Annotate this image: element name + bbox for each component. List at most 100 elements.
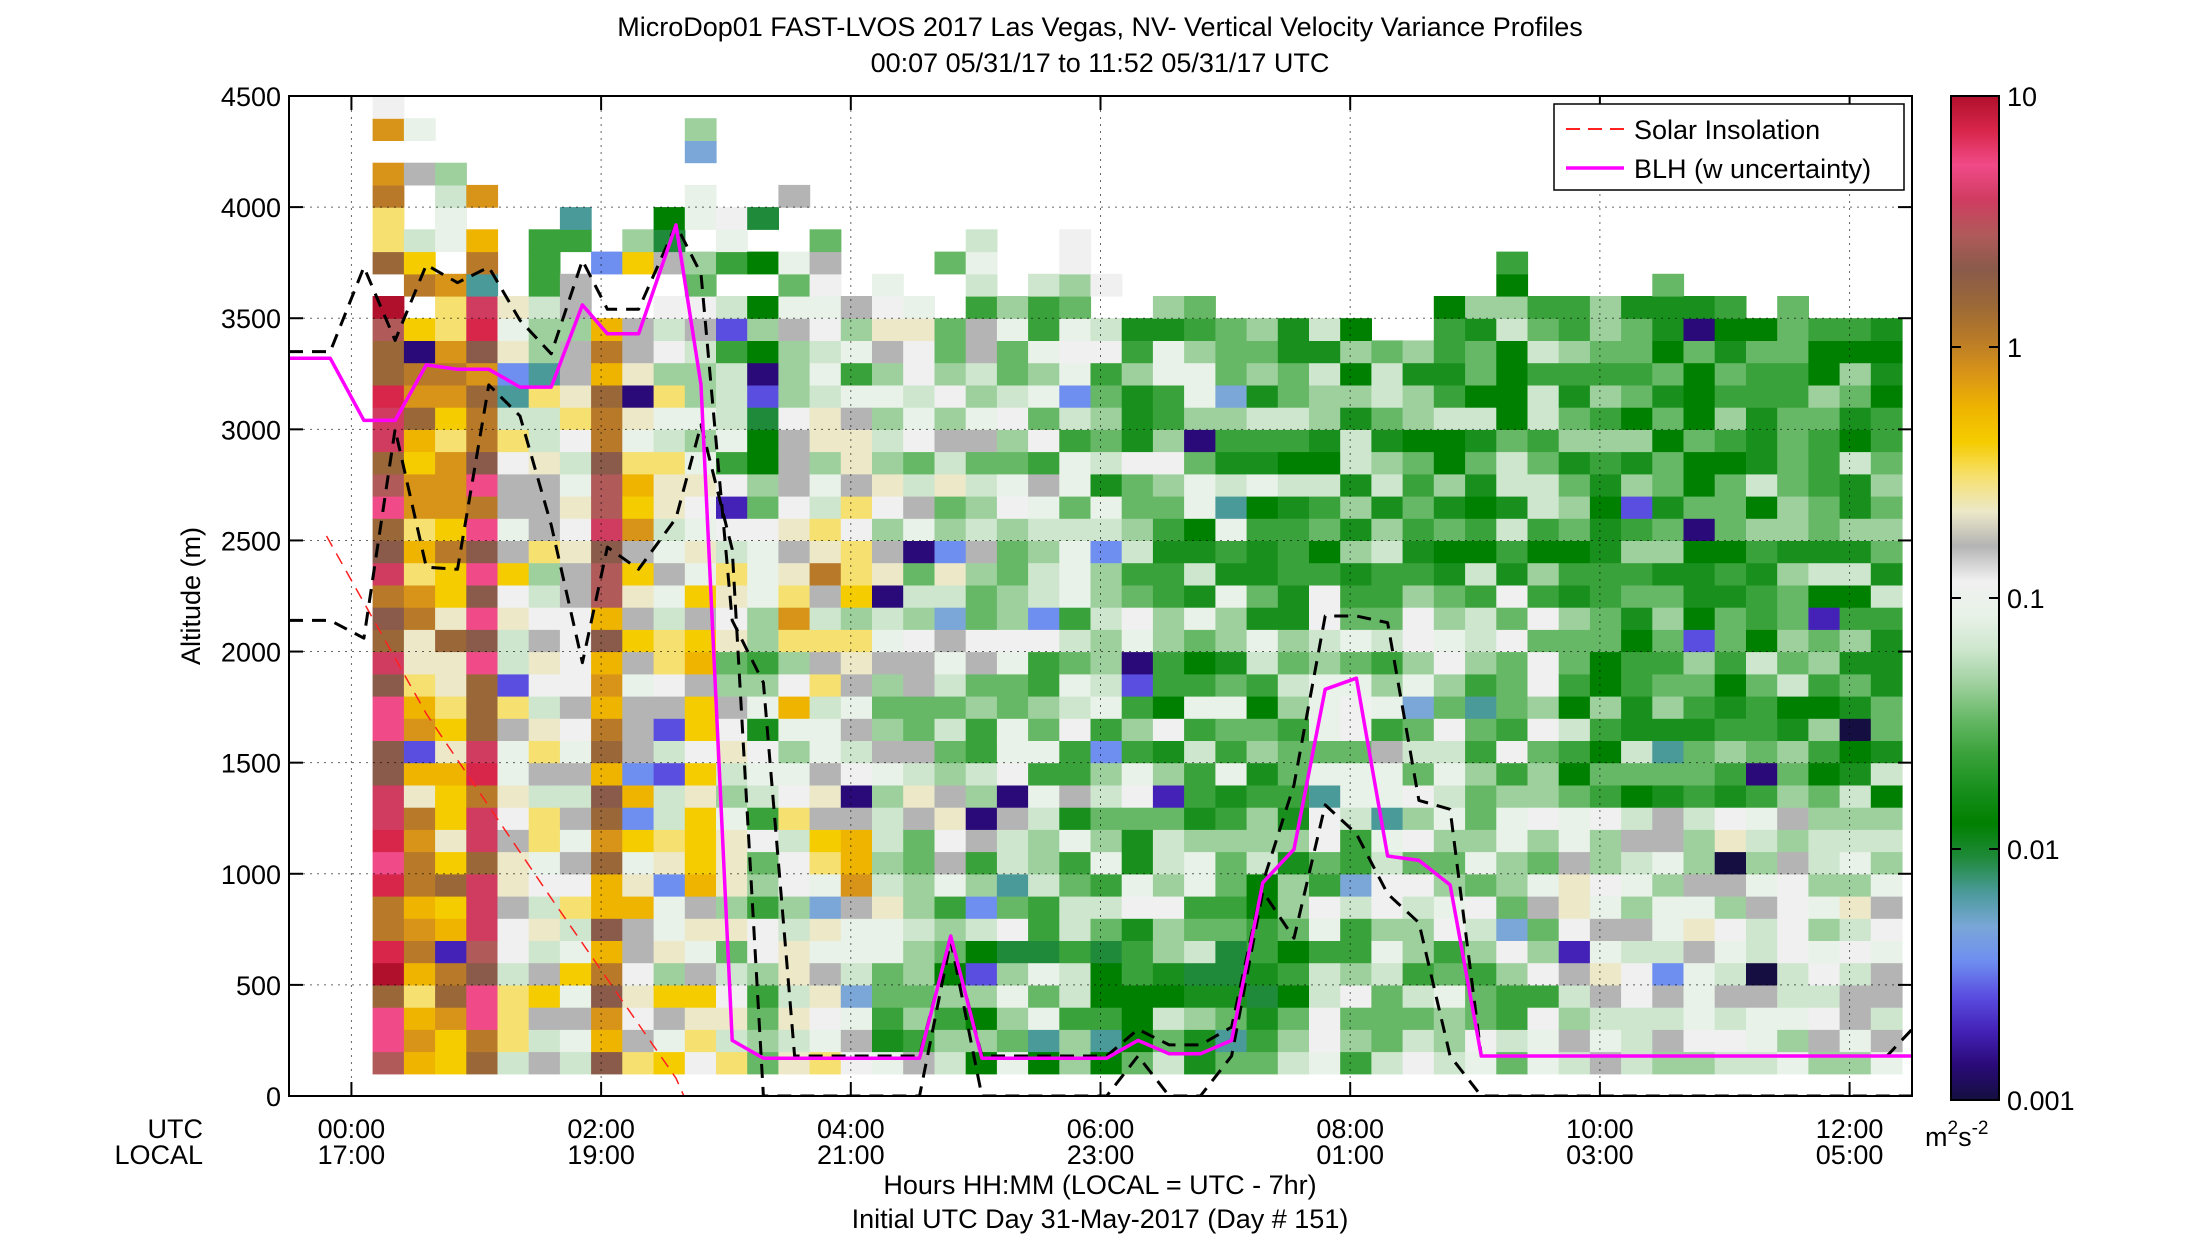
heatmap-cell bbox=[872, 984, 904, 1008]
heatmap-cell bbox=[1277, 362, 1310, 386]
heatmap-cell bbox=[684, 873, 717, 897]
heatmap-cell bbox=[435, 562, 467, 586]
heatmap-cell bbox=[559, 940, 592, 964]
heatmap-cell bbox=[653, 629, 686, 653]
heatmap-cell bbox=[965, 1029, 998, 1053]
heatmap-cell bbox=[747, 918, 779, 941]
heatmap-cell bbox=[1152, 540, 1185, 564]
heatmap-cell bbox=[716, 851, 748, 875]
heatmap-cell bbox=[1746, 496, 1778, 519]
heatmap-cell bbox=[1808, 651, 1841, 675]
heatmap-cell bbox=[1589, 873, 1622, 897]
x-axis-day-label: Initial UTC Day 31-May-2017 (Day # 151) bbox=[852, 1204, 1349, 1234]
heatmap-cell bbox=[1870, 584, 1903, 608]
heatmap-cell bbox=[1184, 1051, 1216, 1075]
heatmap-cell bbox=[403, 118, 436, 141]
heatmap-cell bbox=[1746, 673, 1778, 697]
heatmap-cell bbox=[653, 673, 686, 697]
heatmap-cell bbox=[1059, 362, 1092, 386]
heatmap-cell bbox=[1215, 896, 1248, 919]
heatmap-cell bbox=[1059, 718, 1092, 741]
heatmap-cell bbox=[1121, 696, 1154, 719]
heatmap-cell bbox=[840, 607, 873, 630]
heatmap-cell bbox=[403, 229, 436, 253]
heatmap-cell bbox=[435, 340, 467, 364]
heatmap-cell bbox=[1059, 607, 1092, 630]
heatmap-cell bbox=[1777, 607, 1809, 630]
heatmap-cell bbox=[559, 384, 592, 408]
heatmap-cell bbox=[1683, 762, 1716, 786]
heatmap-cell bbox=[1808, 696, 1841, 719]
heatmap-cell bbox=[653, 940, 686, 964]
heatmap-cell bbox=[1652, 851, 1685, 875]
heatmap-cell bbox=[809, 896, 842, 919]
heatmap-cell bbox=[778, 784, 811, 808]
heatmap-cell bbox=[1402, 540, 1435, 564]
heatmap-cell bbox=[996, 718, 1029, 741]
heatmap-cell bbox=[1589, 540, 1622, 564]
heatmap-cell bbox=[747, 362, 779, 386]
heatmap-cell bbox=[1152, 318, 1185, 341]
heatmap-cell bbox=[1152, 873, 1185, 897]
heatmap-cell bbox=[1277, 762, 1310, 786]
heatmap-cell bbox=[996, 918, 1029, 941]
heatmap-cell bbox=[653, 207, 686, 230]
heatmap-cell bbox=[435, 584, 467, 608]
heatmap-cell bbox=[1621, 384, 1653, 408]
heatmap-cell bbox=[1589, 673, 1622, 697]
heatmap-cell bbox=[1714, 584, 1747, 608]
heatmap-cell bbox=[1028, 918, 1060, 941]
heatmap-cell bbox=[1589, 696, 1622, 719]
heatmap-cell bbox=[1465, 607, 1497, 630]
heatmap-cell bbox=[1714, 518, 1747, 541]
heatmap-cell bbox=[559, 651, 592, 675]
heatmap-cell bbox=[1746, 896, 1778, 919]
heatmap-cell bbox=[1402, 873, 1435, 897]
heatmap-cell bbox=[840, 896, 873, 919]
heatmap-cell bbox=[1558, 673, 1591, 697]
heatmap-cell bbox=[965, 229, 998, 253]
heatmap-cell bbox=[591, 496, 623, 519]
heatmap-cell bbox=[1714, 740, 1747, 764]
heatmap-cell bbox=[1777, 429, 1809, 453]
heatmap-cell bbox=[1589, 407, 1622, 430]
heatmap-cell bbox=[1090, 807, 1123, 830]
heatmap-cell bbox=[1496, 251, 1529, 275]
heatmap-cell bbox=[653, 607, 686, 630]
heatmap-cell bbox=[1246, 562, 1279, 586]
heatmap-cell bbox=[653, 1007, 686, 1030]
heatmap-cell bbox=[591, 896, 623, 919]
heatmap-cell bbox=[372, 518, 405, 541]
heatmap-cell bbox=[1839, 584, 1872, 608]
heatmap-cell bbox=[840, 584, 873, 608]
heatmap-cell bbox=[903, 940, 935, 964]
heatmap-cell bbox=[1496, 851, 1529, 875]
heatmap-cell bbox=[653, 984, 686, 1008]
heatmap-cell bbox=[1277, 962, 1310, 986]
heatmap-cell bbox=[809, 718, 842, 741]
x-tick-label-utc: 02:00 bbox=[567, 1114, 635, 1144]
heatmap-cell bbox=[497, 829, 530, 853]
heatmap-cell bbox=[1371, 940, 1404, 964]
heatmap-cell bbox=[1215, 740, 1248, 764]
heatmap-cell bbox=[1433, 829, 1466, 853]
heatmap-cell bbox=[1589, 362, 1622, 386]
heatmap-cell bbox=[559, 607, 592, 630]
heatmap-cell bbox=[1059, 740, 1092, 764]
heatmap-cell bbox=[716, 984, 748, 1008]
heatmap-cell bbox=[1870, 896, 1903, 919]
heatmap-cell bbox=[435, 429, 467, 453]
heatmap-cell bbox=[1746, 473, 1778, 497]
heatmap-cell bbox=[1527, 807, 1560, 830]
heatmap-cell bbox=[1059, 318, 1092, 341]
heatmap-cell bbox=[1527, 829, 1560, 853]
heatmap-cell bbox=[591, 984, 623, 1008]
heatmap-cell bbox=[1402, 673, 1435, 697]
heatmap-cell bbox=[716, 251, 748, 275]
heatmap-cell bbox=[747, 629, 779, 653]
heatmap-cell bbox=[1714, 696, 1747, 719]
heatmap-cell bbox=[1808, 562, 1841, 586]
heatmap-cell bbox=[622, 918, 655, 941]
heatmap-cell bbox=[1246, 851, 1279, 875]
heatmap-cell bbox=[466, 1051, 499, 1075]
